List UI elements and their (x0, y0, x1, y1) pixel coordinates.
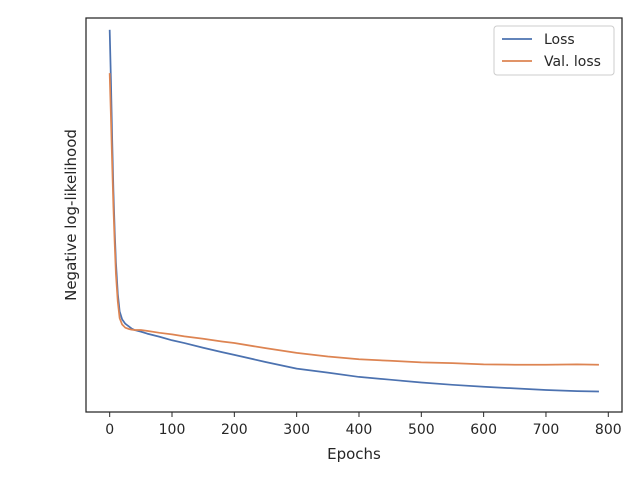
legend-label-val-loss: Val. loss (544, 54, 601, 70)
x-axis-label: Epochs (327, 445, 381, 463)
series-line-val-loss (108, 73, 599, 366)
x-tick-label: 400 (346, 422, 373, 438)
x-tick-label: 0 (105, 422, 114, 438)
x-tick-label: 500 (408, 422, 435, 438)
x-ticks: 0 100 200 300 400 500 600 700 800 (105, 412, 622, 438)
y-axis-label: Negative log-likelihood (62, 129, 80, 301)
x-tick-label: 200 (221, 422, 248, 438)
series-layer (108, 29, 599, 393)
legend-label-loss: Loss (544, 32, 575, 48)
x-tick-label: 300 (283, 422, 310, 438)
x-tick-label: 700 (533, 422, 560, 438)
series-line-loss (108, 29, 599, 393)
plot-frame (85, 17, 623, 413)
legend: Loss Val. loss (493, 25, 615, 76)
x-tick-label: 100 (159, 422, 186, 438)
x-tick-label: 600 (470, 422, 497, 438)
x-tick-label: 800 (595, 422, 622, 438)
